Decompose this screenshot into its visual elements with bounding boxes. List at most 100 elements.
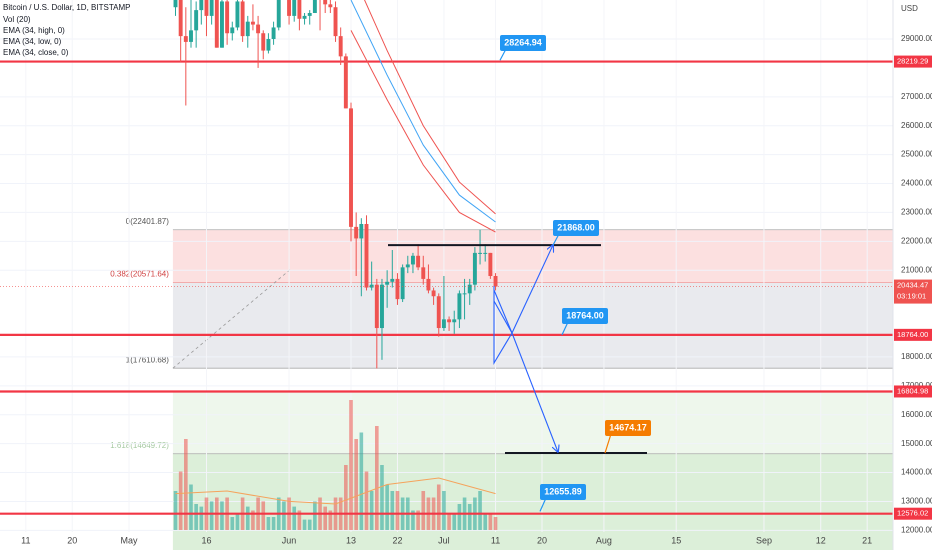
y-tick-label: 13000.00: [901, 497, 932, 506]
x-tick-label: 22: [392, 535, 402, 545]
level-tag: [894, 55, 932, 68]
last-price-label: 20434.47: [897, 281, 928, 290]
indicator-label: Vol (20): [3, 15, 31, 24]
candle-body: [354, 226, 359, 239]
fib-zone-lower: [172, 282, 893, 369]
volume-bar: [261, 501, 266, 530]
candle-body: [266, 39, 271, 51]
y-tick-label: 18000.00: [901, 352, 932, 361]
candle-body: [400, 267, 405, 300]
x-tick-label: 11: [21, 535, 30, 545]
candle-body: [199, 0, 204, 11]
ema-line: [350, 30, 496, 233]
volume-bar: [416, 510, 420, 530]
y-tick-label: 29000.00: [901, 34, 932, 43]
candle-body: [214, 0, 219, 48]
y-tick-label: 16000.00: [901, 410, 932, 419]
candle-body: [333, 7, 338, 37]
y-tick-label: 27000.00: [901, 92, 932, 101]
candle-body: [338, 36, 343, 57]
candle-body: [488, 252, 493, 277]
candle-body: [261, 33, 266, 51]
level-label: 16804.98: [897, 386, 928, 395]
candle-body: [421, 267, 426, 279]
callout-pointer: [561, 321, 569, 336]
volume-bar: [297, 510, 302, 530]
candle-body: [441, 319, 446, 329]
candle-body: [472, 252, 477, 285]
volume-bar: [266, 517, 271, 530]
volume-bar: [184, 439, 188, 530]
volume-bar: [385, 484, 389, 530]
candle-body: [462, 293, 467, 295]
candle-body: [235, 1, 240, 28]
y-tick-label: 23000.00: [901, 208, 932, 217]
x-tick-label: Jul: [438, 535, 450, 545]
volume-bar: [493, 517, 498, 530]
x-tick-label: 11: [491, 535, 500, 545]
projection-arrow: [511, 245, 553, 334]
volume-bar: [488, 514, 493, 530]
volume-bar: [442, 491, 446, 530]
candle-body: [467, 284, 472, 294]
candle-body: [323, 0, 328, 5]
volume-bar: [313, 501, 317, 530]
x-tick-label: 12: [816, 535, 826, 545]
x-tick-label: 21: [862, 535, 872, 545]
candle-body: [349, 108, 353, 227]
candle-body: [230, 27, 235, 34]
candle-body: [209, 0, 214, 16]
fib-label: 0(22401.87): [126, 217, 169, 226]
candle-body: [447, 319, 452, 323]
projection-arrow: [493, 289, 558, 452]
candle-body: [374, 284, 379, 329]
candle-body: [405, 264, 410, 268]
y-tick-label: 26000.00: [901, 121, 932, 130]
volume-bar: [230, 517, 235, 530]
x-tick-label: Jun: [282, 535, 297, 545]
candle-body: [297, 0, 302, 19]
level-label: 18764.00: [897, 330, 928, 339]
volume-bar: [344, 465, 348, 530]
callout-label: 21868.00: [557, 222, 595, 232]
callout-pointer: [539, 497, 547, 512]
candle-body: [426, 278, 431, 291]
countdown: 03:19:01: [897, 292, 926, 301]
x-tick-label: Sep: [756, 535, 772, 545]
level-label: 12576.02: [897, 509, 928, 518]
candle-body: [385, 281, 390, 285]
candle-body: [225, 1, 230, 34]
volume-bar: [364, 471, 369, 530]
volume-bar: [375, 426, 379, 530]
volume-bar: [235, 514, 240, 530]
y-tick-label: 14000.00: [901, 468, 932, 477]
volume-bar: [220, 501, 224, 530]
candle-body: [483, 252, 488, 254]
volume-bar: [209, 501, 214, 530]
volume-bar: [194, 504, 198, 530]
level-label: 28219.29: [897, 57, 928, 66]
level-tag: [894, 507, 932, 520]
indicator-label: EMA (34, high, 0): [3, 26, 65, 35]
volume-bar: [328, 510, 333, 530]
volume-bar: [390, 491, 395, 530]
volume-bar: [189, 484, 193, 530]
y-tick-label: 24000.00: [901, 179, 932, 188]
fib-label: 0.382(20571.64): [110, 270, 169, 279]
candle-body: [256, 24, 261, 34]
callout-label: 14674.17: [609, 422, 647, 432]
level-tag: [894, 385, 932, 398]
volume-bar: [452, 514, 457, 530]
callout-box: [562, 308, 608, 324]
candle-body: [478, 252, 483, 254]
volume-bar: [302, 519, 307, 530]
volume-bar: [271, 517, 276, 530]
callout-box: [605, 420, 651, 436]
ema-line: [350, 0, 496, 223]
volume-bar: [323, 506, 328, 530]
x-tick-label: May: [121, 535, 139, 545]
candle-body: [183, 36, 188, 42]
candle-body: [194, 10, 199, 31]
candle-body: [416, 255, 421, 268]
